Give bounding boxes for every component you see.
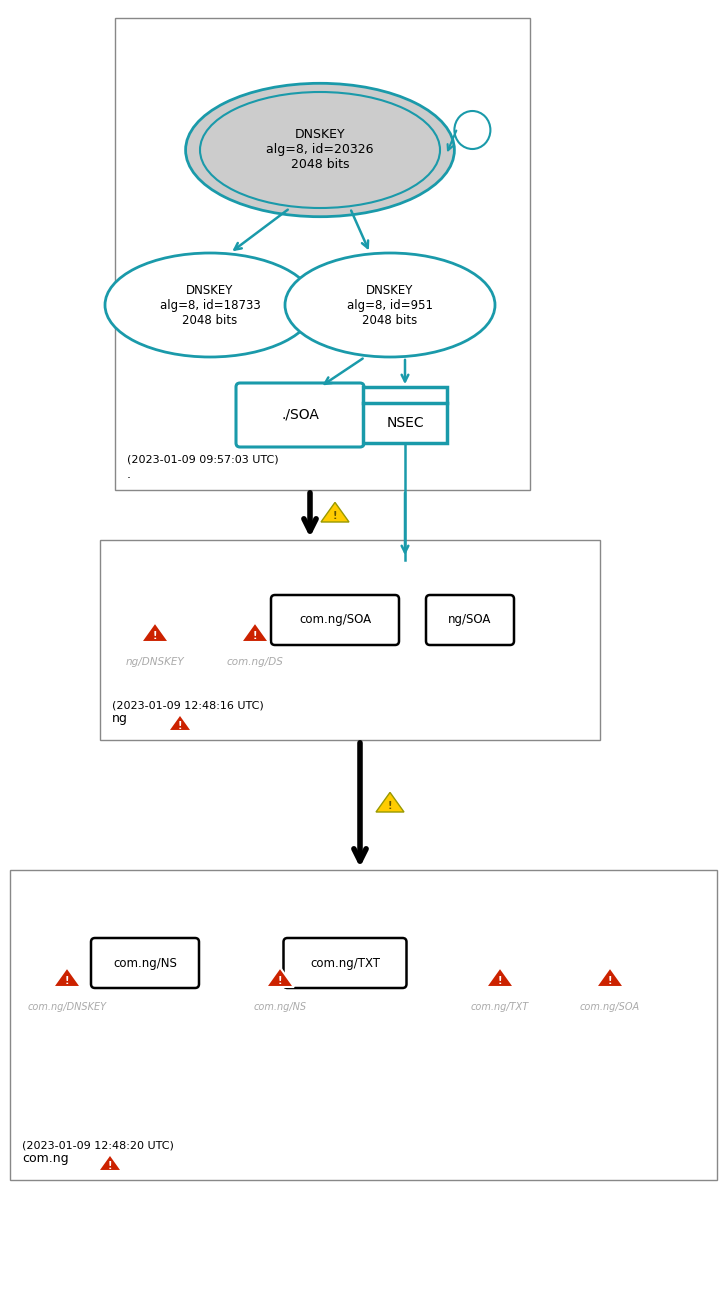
Text: com.ng/DNSKEY: com.ng/DNSKEY (28, 1002, 107, 1012)
Text: !: ! (387, 801, 393, 811)
Text: !: ! (253, 630, 257, 641)
Polygon shape (98, 1154, 122, 1171)
FancyBboxPatch shape (10, 870, 717, 1180)
Text: !: ! (108, 1161, 112, 1171)
Ellipse shape (105, 254, 315, 357)
FancyBboxPatch shape (236, 383, 364, 446)
Text: (2023-01-09 12:48:16 UTC): (2023-01-09 12:48:16 UTC) (112, 700, 264, 710)
Polygon shape (53, 968, 81, 987)
Text: (2023-01-09 12:48:20 UTC): (2023-01-09 12:48:20 UTC) (22, 1140, 174, 1150)
Text: com.ng: com.ng (22, 1152, 68, 1165)
FancyBboxPatch shape (363, 387, 447, 443)
Text: !: ! (65, 976, 69, 986)
Text: !: ! (498, 976, 502, 986)
FancyBboxPatch shape (115, 18, 530, 490)
Polygon shape (486, 968, 514, 987)
Polygon shape (321, 502, 349, 521)
Text: ng/SOA: ng/SOA (449, 613, 491, 626)
FancyBboxPatch shape (426, 595, 514, 644)
Ellipse shape (185, 83, 454, 216)
Text: com.ng/SOA: com.ng/SOA (580, 1002, 640, 1012)
Text: NSEC: NSEC (386, 415, 424, 430)
Ellipse shape (200, 92, 440, 208)
Polygon shape (596, 968, 624, 987)
FancyBboxPatch shape (100, 540, 600, 740)
Text: com.ng/TXT: com.ng/TXT (471, 1002, 529, 1012)
Polygon shape (376, 792, 404, 813)
Text: ng: ng (112, 712, 128, 725)
Text: !: ! (608, 976, 612, 986)
Text: ./SOA: ./SOA (281, 408, 319, 422)
Text: com.ng/SOA: com.ng/SOA (299, 613, 371, 626)
Text: !: ! (333, 511, 337, 520)
Text: .: . (127, 468, 131, 481)
Text: !: ! (153, 630, 157, 641)
Text: DNSKEY
alg=8, id=20326
2048 bits: DNSKEY alg=8, id=20326 2048 bits (266, 128, 374, 172)
Polygon shape (168, 714, 192, 731)
FancyBboxPatch shape (271, 595, 399, 644)
Text: !: ! (177, 721, 182, 731)
Text: DNSKEY
alg=8, id=18733
2048 bits: DNSKEY alg=8, id=18733 2048 bits (160, 283, 260, 326)
Text: com.ng/TXT: com.ng/TXT (310, 956, 380, 969)
Polygon shape (141, 622, 169, 642)
FancyBboxPatch shape (91, 938, 199, 989)
Polygon shape (241, 622, 269, 642)
Text: DNSKEY
alg=8, id=951
2048 bits: DNSKEY alg=8, id=951 2048 bits (347, 283, 433, 326)
Text: com.ng/DS: com.ng/DS (227, 657, 284, 666)
Polygon shape (266, 968, 294, 987)
FancyBboxPatch shape (284, 938, 406, 989)
Text: com.ng/NS: com.ng/NS (254, 1002, 307, 1012)
Text: ng/DNSKEY: ng/DNSKEY (126, 657, 185, 666)
Ellipse shape (285, 254, 495, 357)
Text: (2023-01-09 09:57:03 UTC): (2023-01-09 09:57:03 UTC) (127, 454, 278, 465)
Text: com.ng/NS: com.ng/NS (113, 956, 177, 969)
Text: !: ! (278, 976, 282, 986)
